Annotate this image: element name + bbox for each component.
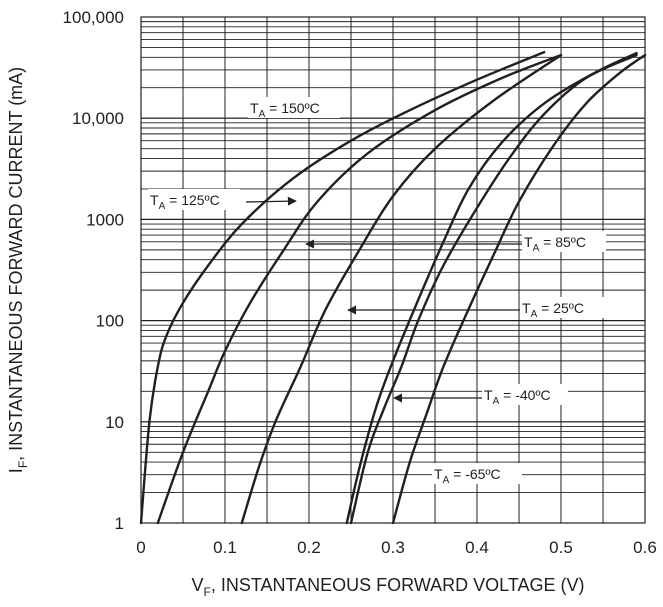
annotation-label-series-1: TA = 125ºC <box>150 192 220 212</box>
annotation-arrow <box>245 196 297 206</box>
tick-labels: 0 0.1 0.2 0.3 0.4 0.5 0.6 1 10 100 1000 10,000 100,0… <box>63 8 657 557</box>
x-tick-label: 0.5 <box>549 538 573 557</box>
curve-series-5 <box>391 53 647 525</box>
x-tick-label: 0.3 <box>381 538 405 557</box>
y-tick-label: 100,000 <box>63 8 124 27</box>
axis-titles: VF, INSTANTANEOUS FORWARD VOLTAGE (V) IF,… <box>6 67 585 599</box>
x-axis-title: VF, INSTANTANEOUS FORWARD VOLTAGE (V) <box>191 575 584 599</box>
x-tick-label: 0 <box>136 538 145 557</box>
annotation-label-series-4: TA = -40ºC <box>484 387 551 407</box>
x-tick-label: 0.2 <box>297 538 321 557</box>
y-tick-label: 10,000 <box>72 109 124 128</box>
annotation-label-series-0: TA = 150ºC <box>250 100 320 120</box>
y-axis-title: IF, INSTANTANEOUS FORWARD CURRENT (mA) <box>6 67 30 473</box>
x-tick-label: 0.6 <box>633 538 657 557</box>
grid <box>140 16 646 524</box>
y-tick-label: 10 <box>105 413 124 432</box>
annotation-label-series-5: TA = -65ºC <box>434 466 501 486</box>
y-tick-label: 1 <box>115 514 124 533</box>
curve-series-3 <box>345 51 638 525</box>
curve-series-0 <box>139 50 546 525</box>
curve-series-4 <box>349 53 638 525</box>
annotation-label-bg <box>522 231 606 252</box>
annotation-label-bg <box>482 384 568 405</box>
annotation-label-bg <box>432 463 522 484</box>
annotation-label-series-3: TA = 25ºC <box>522 300 584 320</box>
annotations: TA = 150ºC TA = 125ºC TA = 85ºC TA = 25ºC TA… <box>148 97 606 486</box>
annotation-label-bg <box>248 97 340 118</box>
y-tick-label: 1000 <box>86 210 124 229</box>
annotation-label-series-2: TA = 85ºC <box>524 234 586 254</box>
x-tick-label: 0.4 <box>465 538 489 557</box>
curve-series-2 <box>240 53 563 525</box>
annotation-label-bg <box>520 297 604 318</box>
curves <box>139 50 647 525</box>
annotation-label-bg <box>148 189 240 210</box>
y-tick-label: 100 <box>96 312 124 331</box>
x-tick-label: 0.1 <box>213 538 237 557</box>
curve-series-1 <box>156 53 563 525</box>
